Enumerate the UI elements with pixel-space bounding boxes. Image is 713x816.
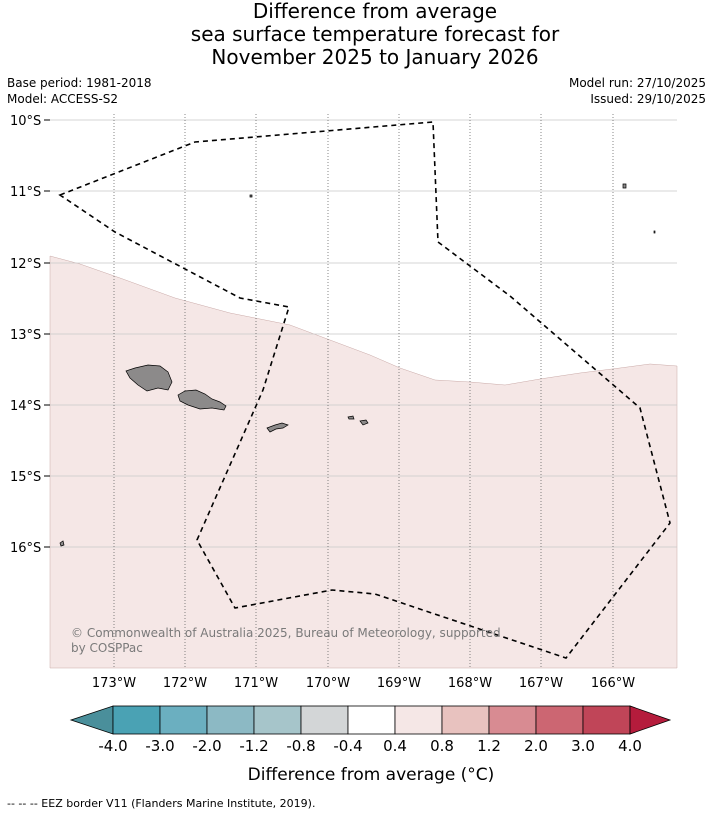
- lat-label-11s: 11°S: [10, 185, 41, 200]
- title-line-3: November 2025 to January 2026: [211, 45, 539, 69]
- upolu-island: [177, 389, 227, 411]
- colorbar-segment-5: [300, 705, 349, 735]
- west-islet: [59, 540, 65, 547]
- base-period: Base period: 1981-2018: [7, 76, 152, 90]
- colorbar-label-9: 1.2: [477, 737, 501, 755]
- title-line-1: Difference from average: [252, 0, 498, 23]
- manua-islands: [359, 419, 369, 426]
- lon-label-169w: 169°W: [377, 676, 421, 691]
- model-name: Model: ACCESS-S2: [7, 92, 119, 106]
- latitude-gridlines: [50, 119, 677, 548]
- lat-label-12s: 12°S: [10, 257, 41, 272]
- eez-border: [58, 121, 671, 659]
- colorbar-label-5: -0.8: [286, 737, 315, 755]
- eez-footnote: -- -- -- EEZ border V11 (Flanders Marine…: [7, 797, 316, 810]
- colorbar-label-4: -1.2: [239, 737, 268, 755]
- longitude-labels: 173°W 172°W 171°W 170°W 169°W 168°W 167°…: [92, 676, 635, 691]
- copyright-notice: © Commonwealth of Australia 2025, Bureau…: [71, 626, 501, 656]
- copyright-line-1: © Commonwealth of Australia 2025, Bureau…: [71, 626, 501, 640]
- savaii-island: [125, 364, 173, 392]
- colorbar-segment-8: [441, 705, 490, 735]
- colorbar-segment-2: [159, 705, 208, 735]
- latitude-labels: 10°S 11°S 12°S 13°S 14°S 15°S 16°S: [10, 114, 41, 556]
- lat-label-10s: 10°S: [10, 114, 41, 129]
- colorbar-extend-high: [629, 705, 672, 735]
- colorbar: -4.0 -3.0 -2.0 -1.2 -0.8 -0.4 0.4 0.8 1.…: [69, 705, 672, 785]
- colorbar-label-8: 0.8: [430, 737, 454, 755]
- colorbar-label-12: 4.0: [618, 737, 642, 755]
- axis-ticks: [44, 119, 50, 548]
- colorbar-segment-10: [535, 705, 584, 735]
- colorbar-label-7: 0.4: [383, 737, 407, 755]
- colorbar-label-2: -3.0: [145, 737, 174, 755]
- land-masses: [59, 183, 656, 547]
- colorbar-label-10: 2.0: [524, 737, 548, 755]
- lon-label-167w: 167°W: [519, 676, 563, 691]
- lon-label-172w: 172°W: [163, 676, 207, 691]
- lat-label-14s: 14°S: [10, 399, 41, 414]
- copyright-line-2: by COSPPac: [71, 641, 143, 655]
- swains-island: [249, 194, 253, 198]
- chart-title: Difference from average sea surface temp…: [0, 0, 713, 69]
- lat-label-13s: 13°S: [10, 328, 41, 343]
- colorbar-segment-7: [394, 705, 443, 735]
- lon-label-168w: 168°W: [448, 676, 492, 691]
- lat-label-15s: 15°S: [10, 470, 41, 485]
- model-info: Base period: 1981-2018 Model: ACCESS-S2: [7, 75, 152, 107]
- colorbar-label-6: -0.4: [333, 737, 362, 755]
- colorbar-label-1: -4.0: [98, 737, 127, 755]
- title-line-2: sea surface temperature forecast for: [190, 22, 560, 46]
- warm-anomaly-region: [49, 255, 678, 669]
- tutuila-island: [266, 422, 289, 433]
- colorbar-segment-9: [488, 705, 537, 735]
- colorbar-label-11: 3.0: [571, 737, 595, 755]
- run-info: Model run: 27/10/2025 Issued: 29/10/2025: [569, 75, 706, 107]
- tokelau-atoll-1: [622, 183, 627, 189]
- colorbar-segment-11: [582, 705, 631, 735]
- colorbar-labels: -4.0 -3.0 -2.0 -1.2 -0.8 -0.4 0.4 0.8 1.…: [98, 737, 642, 755]
- colorbar-segment-3: [206, 705, 255, 735]
- colorbar-label-3: -2.0: [192, 737, 221, 755]
- colorbar-segment-4: [253, 705, 302, 735]
- tokelau-atoll-2: [653, 230, 656, 234]
- lon-label-171w: 171°W: [234, 676, 278, 691]
- lon-label-173w: 173°W: [92, 676, 136, 691]
- colorbar-segment-6: [347, 705, 396, 735]
- lon-label-166w: 166°W: [591, 676, 635, 691]
- issued-date: Issued: 29/10/2025: [590, 92, 706, 106]
- colorbar-extend-low: [69, 705, 114, 735]
- colorbar-segment-1: [112, 705, 161, 735]
- lat-label-16s: 16°S: [10, 541, 41, 556]
- aunuu-islet: [347, 415, 355, 420]
- lon-label-170w: 170°W: [306, 676, 350, 691]
- colorbar-title: Difference from average (°C): [248, 765, 495, 785]
- model-run: Model run: 27/10/2025: [568, 76, 706, 90]
